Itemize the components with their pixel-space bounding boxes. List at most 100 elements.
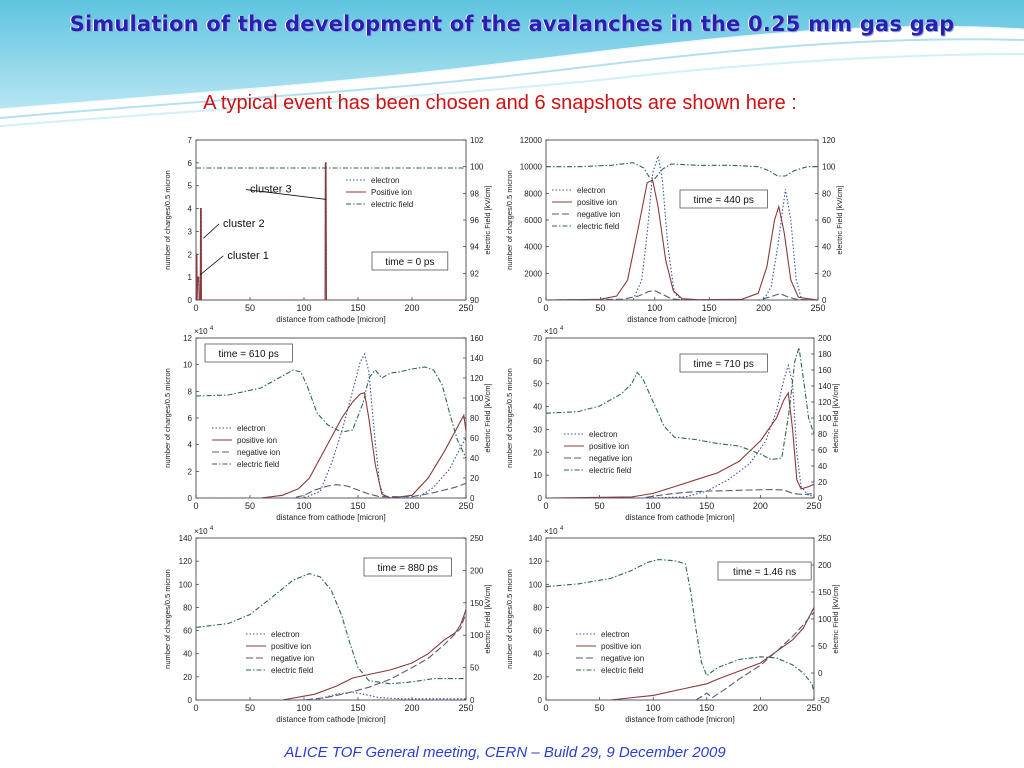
time-label: time = 880 ps	[378, 563, 438, 574]
x-tick-label: 100	[646, 703, 661, 713]
time-label-box	[363, 557, 452, 577]
x-tick-label: 150	[702, 303, 717, 313]
x-tick-label: 200	[753, 501, 768, 511]
y2-tick-label: 100	[822, 163, 836, 172]
x-tick-label: 100	[647, 303, 662, 313]
annotation-label: cluster 3	[250, 184, 292, 196]
legend-entry: electric field	[271, 666, 313, 675]
legend-entry: electron	[601, 630, 629, 639]
time-label: time = 710 ps	[694, 359, 754, 370]
y-tick-label: 12	[183, 334, 192, 343]
y-tick-label: 0	[188, 296, 193, 305]
legend-entry: electron	[271, 630, 299, 639]
y-tick-label: 60	[533, 627, 542, 636]
y2-tick-label: 200	[470, 566, 484, 575]
x-tick-label: 100	[646, 501, 661, 511]
y2-tick-label: 0	[822, 296, 827, 305]
chart-610ps: 0 50 100 150 200 2500246810120204060801001201…	[163, 326, 492, 522]
y2-tick-label: 150	[470, 599, 484, 608]
x-axis-label: distance from cathode [micron]	[625, 513, 734, 522]
legend-entry: Positive ion	[371, 188, 412, 197]
legend-entry: positive ion	[271, 642, 311, 651]
y2-tick-label: 60	[470, 434, 479, 443]
y-tick-label: 140	[529, 534, 543, 543]
x-tick-label: 100	[296, 501, 311, 511]
x-tick-label: 0	[543, 303, 548, 313]
legend-entry: electric field	[237, 460, 279, 469]
y-tick-label: 40	[183, 650, 192, 659]
series-positive-ion	[546, 607, 814, 700]
time-label: time = 610 ps	[219, 349, 279, 360]
time-label: time = 440 ps	[694, 195, 754, 206]
y-axis-label: number of charges/0.5 micron	[505, 170, 514, 270]
y2-tick-label: -50	[818, 696, 830, 705]
y2-tick-label: 140	[818, 382, 832, 391]
legend-entry: electric field	[371, 200, 413, 209]
series-electric-field	[546, 559, 814, 693]
x-tick-label: 250	[458, 303, 473, 313]
y2-tick-label: 50	[818, 642, 827, 651]
series-electron	[546, 155, 818, 300]
x-tick-label: 0	[193, 703, 198, 713]
y2-tick-label: 98	[470, 189, 479, 198]
y2-tick-label: 94	[470, 243, 479, 252]
y2-tick-label: 80	[818, 430, 827, 439]
y-tick-label: 6	[188, 414, 193, 423]
legend-entry: electron	[371, 176, 399, 185]
series-negative-ion	[546, 611, 814, 700]
y-tick-label: 2	[188, 467, 193, 476]
chart-1-46ns: 0 50 100 150 200 250 0 20 40 60 80 100 120 140 -50 0 50 1…	[505, 526, 840, 724]
y2-tick-label: 160	[470, 334, 484, 343]
y2-tick-label: 120	[822, 136, 836, 145]
y2-tick-label: 100	[470, 394, 484, 403]
y-axis-label: number of charges/0.5 micron	[163, 569, 172, 669]
y2-tick-label: 180	[818, 350, 832, 359]
y2-tick-label: 20	[822, 269, 831, 278]
y2-tick-label: 40	[818, 462, 827, 471]
legend-entry: positive ion	[589, 442, 629, 451]
series-electric-field	[546, 347, 814, 461]
slide-subtitle: A typical event has been chosen and 6 sn…	[203, 92, 797, 114]
chart-panel-610ps: 0 50 100 150 200 250 0 2 4 6 8 10 12 0 20 40 60 80 100 120 1…	[160, 322, 500, 528]
y2-axis-label: electric Field [kV/cm]	[831, 383, 840, 452]
legend-entry: negative ion	[271, 654, 314, 663]
y2-tick-label: 80	[470, 414, 479, 423]
x-axis-label: distance from cathode [micron]	[276, 715, 385, 724]
y2-tick-label: 100	[818, 615, 832, 624]
y2-tick-label: 0	[818, 669, 823, 678]
footer-text: ALICE TOF General meeting, CERN – Build …	[284, 744, 726, 761]
y2-tick-label: 160	[818, 366, 832, 375]
y2-tick-label: 250	[818, 534, 832, 543]
x-axis-label: distance from cathode [micron]	[625, 715, 734, 724]
y-tick-label: 60	[183, 627, 192, 636]
y-axis-label: number of charges/0.5 micron	[163, 170, 172, 270]
legend-entry: electron	[577, 186, 605, 195]
x-tick-label: 250	[810, 303, 825, 313]
x-tick-label: 50	[595, 703, 605, 713]
y2-tick-label: 20	[470, 474, 479, 483]
legend-entry: negative ion	[589, 454, 632, 463]
y-tick-label: 120	[529, 557, 543, 566]
series-negative-ion	[196, 482, 466, 498]
plot-frame	[195, 139, 467, 301]
y2-tick-label: 102	[470, 136, 484, 145]
annotation-arrow	[199, 255, 224, 276]
y2-tick-label: 100	[470, 163, 484, 172]
axis-multiplier-exp: 4	[560, 326, 564, 332]
plot-frame	[195, 537, 467, 701]
y-tick-label: 4	[188, 205, 193, 214]
legend-entry: negative ion	[237, 448, 280, 457]
y-tick-label: 6	[188, 159, 193, 168]
time-label-box	[204, 343, 293, 363]
y-tick-label: 50	[533, 380, 542, 389]
y2-axis-label: electric Field [kV/cm]	[483, 383, 492, 452]
plot-frame	[195, 337, 467, 499]
annotation-label: cluster 2	[223, 218, 265, 230]
axis-multiplier-exp: 4	[210, 326, 214, 332]
series-electron	[196, 691, 466, 700]
axis-multiplier-exp: 4	[560, 526, 564, 532]
legend-entry: electric field	[577, 222, 619, 231]
y-tick-label: 8	[188, 387, 193, 396]
y2-tick-label: 80	[822, 189, 831, 198]
y-tick-label: 100	[179, 580, 193, 589]
